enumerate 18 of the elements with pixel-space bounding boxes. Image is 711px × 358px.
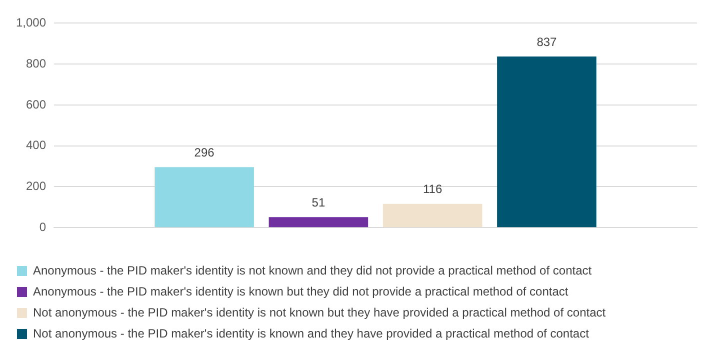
bar — [497, 56, 596, 228]
legend-label: Anonymous - the PID maker's identity is not known and they did not provide a practical method of contact — [33, 263, 592, 278]
data-label: 51 — [312, 195, 326, 210]
legend-label: Not anonymous - the PID maker's identity is known and they have provided a practical method of contact — [33, 326, 590, 340]
y-tick-label: 200 — [26, 179, 46, 194]
legend-label: Not anonymous - the PID maker's identity is not known but they have provided a practical method of contact — [33, 305, 606, 320]
bar — [154, 167, 254, 228]
bar — [382, 204, 482, 228]
data-label: 116 — [423, 182, 442, 196]
legend-label: Anonymous - the PID maker's identity is known but they did not provide a practical method of contact — [33, 284, 569, 298]
y-tick-label: 400 — [26, 138, 46, 152]
data-label: 837 — [536, 34, 558, 49]
bar — [268, 217, 368, 228]
y-tick-label: 0 — [39, 220, 46, 234]
data-label: 296 — [194, 145, 215, 160]
y-tick-label: 1,000 — [16, 16, 46, 30]
y-tick-label: 600 — [26, 97, 46, 112]
y-tick-label: 800 — [26, 56, 46, 70]
